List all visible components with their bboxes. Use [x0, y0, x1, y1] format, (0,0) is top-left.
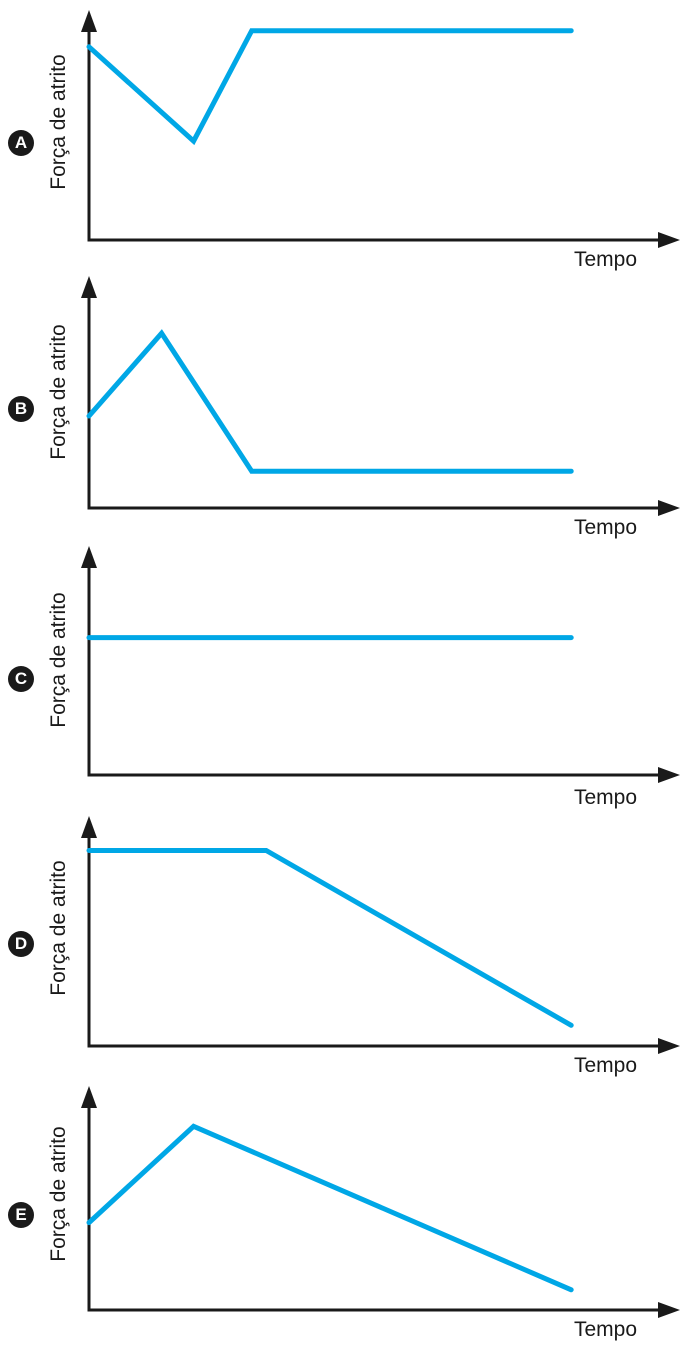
x-axis-label-e: Tempo — [574, 1318, 638, 1341]
chart-panel-c: C Força de atrito Tempo — [0, 540, 691, 810]
y-axis-label-b: Força de atrito — [47, 324, 70, 460]
series-line-e-0 — [86, 1123, 574, 1293]
chart-panel-e: E Força de atrito Tempo — [0, 1080, 691, 1346]
x-axis-label-a: Tempo — [574, 248, 638, 271]
series-line-b-0 — [86, 329, 574, 474]
x-axis-label-b: Tempo — [574, 516, 638, 539]
chart-panel-a: A Força de atrito Tempo — [0, 0, 691, 271]
x-axis-arrowhead — [658, 232, 680, 248]
y-axis-arrowhead — [81, 10, 97, 32]
y-axis-arrowhead — [81, 816, 97, 838]
series-line-d-0 — [86, 848, 574, 1028]
chart-svg-b — [81, 276, 680, 516]
y-axis-arrowhead — [81, 1086, 97, 1108]
chart-svg-a — [81, 10, 680, 248]
y-axis-arrowhead — [81, 276, 97, 298]
x-axis-label-d: Tempo — [574, 1054, 638, 1077]
chart-svg-e — [81, 1086, 680, 1318]
x-axis-label-c: Tempo — [574, 786, 638, 809]
chart-panel-b: B Força de atrito Tempo — [0, 270, 691, 540]
panel-badge-b: B — [8, 396, 34, 422]
series-line-a-0 — [86, 28, 574, 146]
y-axis-label-d: Força de atrito — [47, 860, 70, 996]
chart-panel-d: D Força de atrito Tempo — [0, 810, 691, 1080]
y-axis-label-c: Força de atrito — [47, 592, 70, 728]
y-axis-label-a: Força de atrito — [47, 54, 70, 190]
panel-badge-e: E — [8, 1202, 34, 1228]
chart-svg-d — [81, 816, 680, 1054]
x-axis-arrowhead — [658, 767, 680, 783]
x-axis-arrowhead — [658, 1038, 680, 1054]
panel-badge-a: A — [8, 130, 34, 156]
panel-badge-d: D — [8, 931, 34, 957]
panel-badge-c: C — [8, 666, 34, 692]
x-axis-arrowhead — [658, 1302, 680, 1318]
chart-svg-c — [81, 546, 680, 783]
y-axis-arrowhead — [81, 546, 97, 568]
y-axis-label-e: Força de atrito — [47, 1126, 70, 1262]
x-axis-arrowhead — [658, 500, 680, 516]
